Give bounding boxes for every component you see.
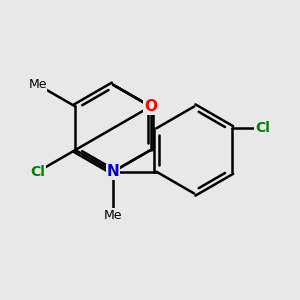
Text: Cl: Cl: [255, 121, 270, 135]
Text: N: N: [106, 164, 119, 179]
Text: O: O: [144, 99, 157, 114]
Text: Me: Me: [28, 78, 47, 91]
Text: Cl: Cl: [30, 165, 45, 179]
Text: Me: Me: [104, 209, 122, 222]
